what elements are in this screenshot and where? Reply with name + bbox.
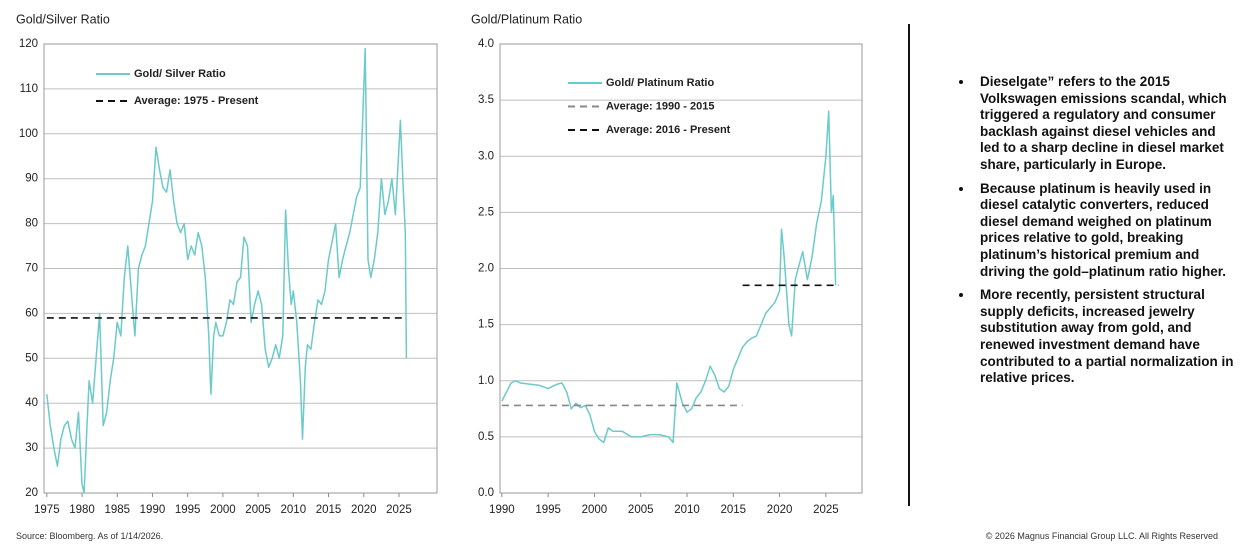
y-tick-label: 0.0 xyxy=(478,487,494,499)
y-tick-label: 1.5 xyxy=(478,319,494,331)
series-line xyxy=(46,47,408,494)
legend-label: Average: 2016 - Present xyxy=(606,124,731,136)
y-tick-label: 2.5 xyxy=(478,206,494,218)
x-tick-label: 1995 xyxy=(175,504,201,516)
x-tick-label: 2010 xyxy=(281,504,307,516)
y-tick-label: 90 xyxy=(25,173,38,185)
y-tick-label: 0.5 xyxy=(478,431,494,443)
x-tick-label: 1980 xyxy=(69,504,95,516)
x-tick-label: 2000 xyxy=(582,504,608,516)
legend-label: Average: 1975 - Present xyxy=(134,95,259,107)
x-tick-label: 2010 xyxy=(674,504,700,516)
x-tick-label: 2025 xyxy=(813,504,839,516)
y-tick-label: 1.0 xyxy=(478,375,494,387)
plot-frame xyxy=(499,43,863,494)
x-tick-label: 1995 xyxy=(535,504,561,516)
series-line xyxy=(501,110,837,444)
y-tick-label: 3.5 xyxy=(478,94,494,106)
legend-label: Average: 1990 - 2015 xyxy=(606,100,714,112)
chart-title: Gold/Platinum Ratio xyxy=(471,12,582,26)
bullet-list: Dieselgate” refers to the 2015 Volkswage… xyxy=(952,74,1236,394)
x-tick-label: 2015 xyxy=(316,504,342,516)
x-tick-label: 2015 xyxy=(721,504,747,516)
x-tick-label: 1985 xyxy=(104,504,130,516)
y-tick-label: 120 xyxy=(19,38,38,50)
y-tick-label: 20 xyxy=(25,487,38,499)
y-tick-label: 2.0 xyxy=(478,263,494,275)
copyright: © 2026 Magnus Financial Group LLC. All R… xyxy=(985,531,1218,541)
y-tick-label: 80 xyxy=(25,218,38,230)
y-tick-label: 70 xyxy=(25,263,38,275)
legend-label: Gold/ Silver Ratio xyxy=(134,68,226,80)
y-tick-label: 30 xyxy=(25,442,38,454)
bullet: Because platinum is heavily used in dies… xyxy=(974,181,1236,281)
y-tick-label: 40 xyxy=(25,397,38,409)
source-note: Source: Bloomberg. As of 1/14/2026. xyxy=(16,531,164,541)
y-tick-label: 110 xyxy=(20,83,38,95)
x-tick-label: 2005 xyxy=(245,504,271,516)
legend-label: Gold/ Platinum Ratio xyxy=(606,77,714,89)
y-tick-label: 60 xyxy=(25,307,38,319)
bullet: Dieselgate” refers to the 2015 Volkswage… xyxy=(974,74,1236,174)
y-tick-label: 3.0 xyxy=(478,150,494,162)
x-tick-label: 2020 xyxy=(767,504,793,516)
x-tick-label: 1990 xyxy=(140,504,166,516)
x-tick-label: 2005 xyxy=(628,504,654,516)
y-tick-label: 4.0 xyxy=(478,38,494,50)
x-tick-label: 2020 xyxy=(351,504,377,516)
y-tick-label: 100 xyxy=(19,128,38,140)
plot-frame xyxy=(43,43,438,494)
chart-title: Gold/Silver Ratio xyxy=(16,12,110,26)
bullet: More recently, persistent structural sup… xyxy=(974,287,1236,387)
x-tick-label: 2025 xyxy=(386,504,412,516)
x-tick-label: 1990 xyxy=(489,504,515,516)
y-tick-label: 50 xyxy=(25,352,38,364)
x-tick-label: 1975 xyxy=(34,504,60,516)
x-tick-label: 2000 xyxy=(210,504,236,516)
